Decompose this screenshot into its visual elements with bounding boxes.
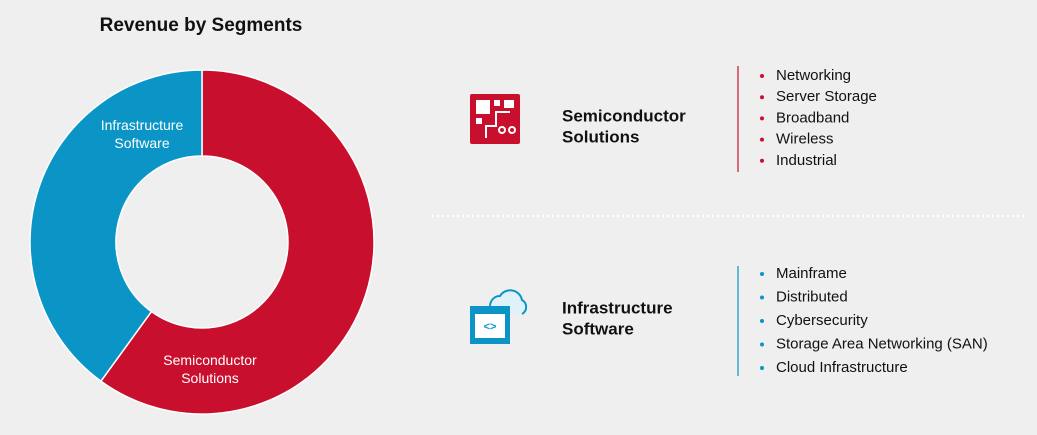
slice-label: Infrastructure Software [101,117,184,151]
segment-item: Storage Area Networking (SAN) [776,335,988,352]
bullet [760,342,764,347]
segment-item: Cybersecurity [776,312,868,329]
bullet [760,272,764,276]
bullet [760,74,764,78]
segment-item: Networking [776,67,851,84]
segment-item: Broadband [776,109,849,126]
segment-name: Infrastructure Software [562,299,673,339]
bullet [760,366,764,370]
slice-label: Semiconductor Solutions [163,352,257,386]
donut-slice [99,69,375,415]
bullet [760,116,764,121]
bullet [760,137,764,142]
chart-title: Revenue by Segments [100,15,303,36]
segment-item: Cloud Infrastructure [776,359,908,376]
segment-item: Industrial [776,152,837,169]
bullet [760,295,764,300]
bullet [760,95,764,100]
segment-name: Semiconductor Solutions [562,107,686,147]
segment-item: Wireless [776,131,834,148]
cloud-icon: <> [470,289,528,344]
segment-item: Server Storage [776,88,877,105]
donut-slice [29,69,203,383]
svg-text:<>: <> [484,321,497,333]
segment-item: Distributed [776,288,848,305]
bullet [760,319,764,323]
bullet [760,158,764,163]
segment-item: Mainframe [776,265,847,282]
chip-icon [470,94,520,144]
